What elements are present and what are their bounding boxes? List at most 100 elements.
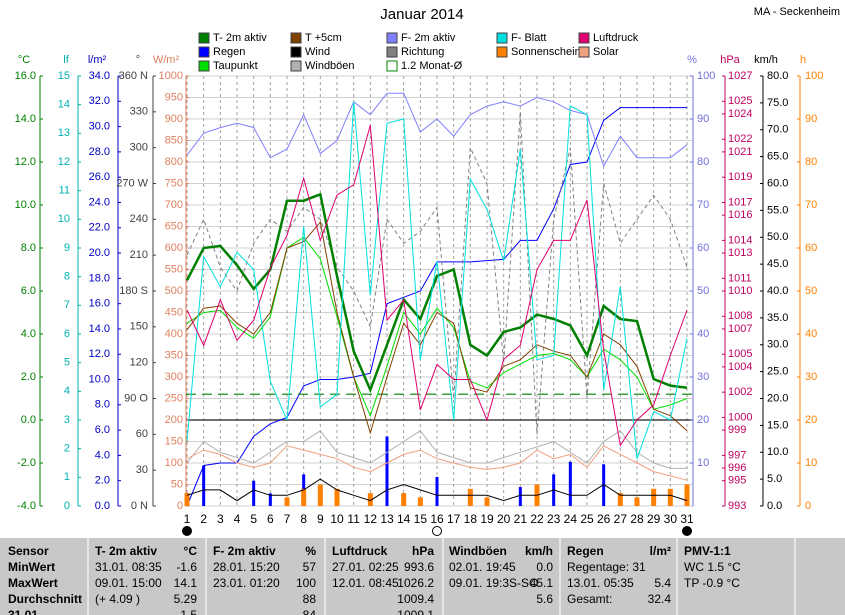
y-tick-label: 800 [165,156,183,168]
x-tick-label: 8 [300,512,307,526]
y-tick-label: 16.0 [89,298,110,310]
y-tick-label: 70 [697,199,709,211]
y-tick-label: 50 [171,478,183,490]
y-tick-label: 0 N [131,500,148,512]
y-tick-label: 14 [58,99,70,111]
x-tick-label: 23 [547,512,561,526]
table-cell: TP -0.9 °C [684,576,740,590]
x-tick-label: 14 [397,512,411,526]
table-cell: MaxWert [8,576,58,590]
bar [385,436,389,506]
y-tick-label: 6.0 [95,424,110,436]
bar [284,497,290,506]
series-line [186,111,688,435]
legend-swatch [578,32,590,44]
x-tick-label: 17 [447,512,461,526]
y-tick-label: 350 [165,349,183,361]
y-tick-label: 14.0 [89,323,110,335]
bar [184,493,190,506]
x-tick-label: 13 [380,512,394,526]
bar [667,488,673,506]
y-tick-label: 300 [130,142,148,154]
y-tick-label: 150 [165,435,183,447]
legend-label: Wind [305,46,330,58]
legend-label: Solar [593,46,619,58]
table-cell: 45.1 [530,576,554,590]
y-tick-label: 650 [165,220,183,232]
y-tick-label: 996 [728,462,746,474]
bar [684,484,690,506]
y-tick-label: 1008 [728,310,752,322]
y-tick-label: 10.0 [15,199,36,211]
y-tick-label: 1024 [728,108,752,120]
y-tick-label: 1000 [159,70,183,82]
y-tick-label: 270 W [116,177,148,189]
legend-swatch [386,46,398,58]
y-tick-label: 90 [805,113,817,125]
y-tick-label: 18.0 [89,272,110,284]
x-tick-label: 29 [647,512,661,526]
y-tick-label: 1 [64,471,70,483]
y-tick-label: 180 S [119,285,148,297]
x-tick-label: 18 [464,512,478,526]
x-tick-label: 7 [284,512,291,526]
station-name: MA - Seckenheim [754,6,840,18]
table-header: PMV-1:1 [684,544,731,558]
y-tick-label: 2 [64,443,70,455]
y-tick-label: 200 [165,414,183,426]
y-tick-label: 1021 [728,146,752,158]
y-tick-label: 1010 [728,285,752,297]
y-tick-label: 1013 [728,247,752,259]
table-cell: 1026.2 [397,576,434,590]
x-tick-label: 27 [614,512,628,526]
day-marker [682,526,692,536]
table-cell: 28.01. 15:20 [213,560,280,574]
axis-unit: lf [63,54,69,66]
y-tick-label: 5 [64,357,70,369]
legend-label: Taupunkt [213,60,258,72]
bar [202,465,206,506]
series-line [186,478,688,502]
table-header: Luftdruck [332,544,388,558]
y-tick-label: 8.0 [95,399,110,411]
y-tick-label: 50 [805,285,817,297]
legend-label: Regen [213,46,245,58]
table-cell: (+ 4.09 ) [95,592,140,606]
y-tick-label: 10 [58,213,70,225]
y-tick-label: 30 [805,371,817,383]
y-tick-label: 20.0 [89,247,110,259]
x-tick-label: 4 [234,512,241,526]
axis-unit: hPa [720,54,740,66]
x-tick-label: 10 [330,512,344,526]
bar [435,476,439,506]
x-tick-label: 19 [480,512,494,526]
table-header: °C [184,544,198,558]
y-tick-label: 995 [728,475,746,487]
legend-label: 1.2 Monat-Ø [401,60,463,72]
x-tick-label: 20 [497,512,511,526]
legend-label: T- 2m aktiv [213,32,267,44]
x-tick-label: 5 [250,512,257,526]
table-cell: 13.01. 05:35 [567,576,634,590]
y-tick-label: 330 [130,106,148,118]
y-tick-label: 4 [64,385,70,397]
x-tick-label: 25 [580,512,594,526]
table-cell: 32.4 [648,592,672,606]
y-tick-label: 0 [177,500,183,512]
table-cell: 1009.1 [397,608,434,615]
table-header: Windböen [449,544,507,558]
y-tick-label: 1002 [728,386,752,398]
y-tick-label: 5.0 [767,473,782,485]
table-cell: 57 [303,560,317,574]
legend-label: T +5cm [305,32,342,44]
axis-unit: l/m² [88,54,107,66]
table-cell: 09.01. 19:3S-SO [449,576,538,590]
legend-swatch [290,60,302,72]
y-tick-label: 450 [165,306,183,318]
table-cell: 02.01. 19:45 [449,560,516,574]
y-tick-label: 13 [58,127,70,139]
bar [484,497,490,506]
y-tick-label: 40.0 [767,285,788,297]
bar [417,497,423,506]
y-tick-label: 20.0 [767,392,788,404]
